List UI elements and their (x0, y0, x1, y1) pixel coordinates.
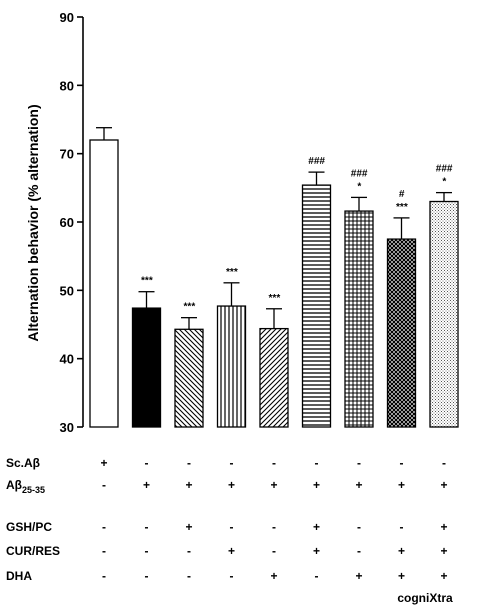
treatment-sign: + (270, 478, 277, 492)
treatment-sign: - (230, 520, 234, 534)
treatment-sign: + (185, 520, 192, 534)
treatment-sign: + (185, 478, 192, 492)
treatment-sign: - (230, 569, 234, 583)
bar (89, 139, 119, 428)
significance-marker: ### (351, 168, 368, 179)
cognixtra-label: cogniXtra (397, 591, 453, 605)
significance-marker: *** (226, 267, 239, 278)
significance-marker: *** (396, 202, 409, 213)
treatment-sign: - (102, 569, 106, 583)
treatment-row-label: Sc.Aβ (6, 456, 40, 470)
significance-marker: ### (308, 156, 325, 167)
treatment-sign: - (272, 520, 276, 534)
bar (301, 184, 332, 428)
bar (386, 238, 417, 428)
treatment-sign: - (102, 478, 106, 492)
treatment-sign: - (357, 456, 361, 470)
treatment-sign: + (398, 544, 405, 558)
treatment-sign: - (230, 456, 234, 470)
significance-marker: # (399, 189, 405, 200)
bar (344, 210, 374, 428)
treatment-sign: - (357, 544, 361, 558)
y-tick-label: 90 (60, 10, 74, 25)
y-tick-label: 60 (60, 215, 74, 230)
bar (174, 328, 204, 428)
treatment-sign: - (272, 456, 276, 470)
treatment-sign: - (145, 569, 149, 583)
bar (259, 327, 289, 428)
treatment-sign: - (145, 456, 149, 470)
bar (216, 305, 247, 428)
treatment-sign: - (400, 520, 404, 534)
treatment-sign: + (440, 569, 447, 583)
y-tick-label: 70 (60, 147, 74, 162)
significance-marker: *** (183, 302, 196, 313)
treatment-sign: - (145, 544, 149, 558)
significance-annotations: *** *** *** *** ### * ### *** # * ### (141, 156, 453, 313)
treatment-sign: - (357, 520, 361, 534)
treatment-sign: - (145, 520, 149, 534)
treatment-sign: + (440, 520, 447, 534)
treatment-sign: + (440, 478, 447, 492)
significance-marker: *** (268, 293, 281, 304)
treatment-sign: + (398, 478, 405, 492)
treatment-sign: + (313, 478, 320, 492)
y-tick-label: 40 (60, 352, 74, 367)
significance-marker: ### (436, 164, 453, 175)
treatment-sign: - (187, 569, 191, 583)
treatment-row-label: CUR/RES (6, 544, 60, 558)
bar (429, 200, 459, 428)
significance-marker: * (442, 177, 447, 188)
treatment-sign: - (400, 456, 404, 470)
significance-marker: * (357, 181, 362, 192)
treatment-sign: - (187, 544, 191, 558)
significance-marker: *** (141, 276, 154, 287)
treatment-table: Sc.Aβ + - - - - - - - - Aβ25-35 - + + + + + + + + GSH/PC - - + -… (6, 456, 448, 583)
y-axis-label: Alternation behavior (% alternation) (25, 104, 41, 341)
y-tick-label: 50 (60, 283, 74, 298)
treatment-sign: + (355, 569, 362, 583)
treatment-sign: - (102, 544, 106, 558)
y-axis: 30 40 50 60 70 80 90 (60, 10, 84, 435)
treatment-sign: + (398, 569, 405, 583)
treatment-sign: + (440, 544, 447, 558)
treatment-sign: - (272, 544, 276, 558)
treatment-sign: - (102, 520, 106, 534)
treatment-sign: + (143, 478, 150, 492)
bar (131, 307, 162, 428)
treatment-row-label: Aβ25-35 (6, 478, 45, 495)
treatment-sign: - (187, 456, 191, 470)
treatment-sign: + (270, 569, 277, 583)
treatment-sign: + (313, 544, 320, 558)
y-tick-label: 30 (60, 420, 74, 435)
treatment-sign: + (355, 478, 362, 492)
treatment-sign: - (315, 569, 319, 583)
treatment-sign: + (228, 544, 235, 558)
treatment-sign: - (315, 456, 319, 470)
y-tick-label: 80 (60, 78, 74, 93)
treatment-sign: + (228, 478, 235, 492)
bars (89, 127, 459, 428)
treatment-row-label: GSH/PC (6, 520, 52, 534)
treatment-row-label: DHA (6, 569, 32, 583)
treatment-sign: + (100, 456, 107, 470)
treatment-sign: + (313, 520, 320, 534)
treatment-sign: - (442, 456, 446, 470)
